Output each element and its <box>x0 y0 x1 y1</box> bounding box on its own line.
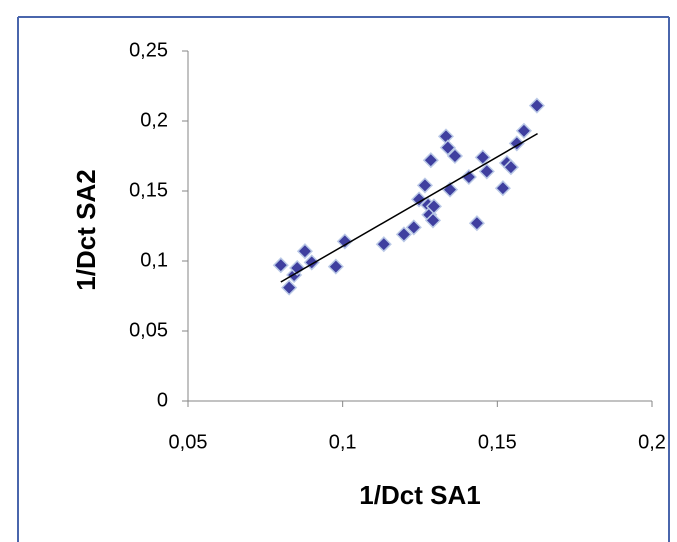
y-tick-label: 0,1 <box>140 249 168 271</box>
scatter-point <box>494 180 511 197</box>
x-tick-label: 0,05 <box>169 431 208 453</box>
x-tick-label: 0,2 <box>638 431 666 453</box>
scatter-point <box>296 243 313 260</box>
scatter-point <box>327 258 344 275</box>
scatter-point <box>395 226 412 243</box>
x-axis-title: 1/Dct SA1 <box>359 480 480 510</box>
scatter-point <box>375 236 392 253</box>
x-tick-label: 0,15 <box>478 431 517 453</box>
y-tick-label: 0,2 <box>140 109 168 131</box>
scatter-point <box>437 128 455 145</box>
scatter-point <box>468 215 485 232</box>
x-tick-label: 0,1 <box>329 431 357 453</box>
scatter-point <box>424 212 442 229</box>
scatter-point <box>336 233 353 250</box>
scatter-point <box>425 198 442 215</box>
scatter-point <box>460 168 477 186</box>
scatter-point <box>289 259 306 277</box>
y-tick-label: 0,05 <box>129 319 168 341</box>
scatter-point <box>508 135 525 152</box>
scatter-point <box>405 219 422 236</box>
scatter-point <box>303 254 320 271</box>
scatter-point <box>515 122 532 139</box>
y-tick-label: 0 <box>157 389 168 411</box>
scatter-point <box>478 163 495 180</box>
scatter-point <box>416 177 434 194</box>
scatter-point <box>281 279 298 296</box>
y-tick-label: 0,15 <box>129 179 168 201</box>
scatter-point <box>446 147 464 165</box>
scatter-point <box>422 152 439 169</box>
y-tick-label: 0,25 <box>129 39 168 61</box>
trendline <box>280 132 538 283</box>
scatter-point <box>439 139 456 156</box>
scatter-point <box>528 97 545 114</box>
scatter-point <box>502 159 520 176</box>
scatter-point <box>272 257 289 274</box>
y-axis-title: 1/Dct SA2 <box>71 169 101 290</box>
